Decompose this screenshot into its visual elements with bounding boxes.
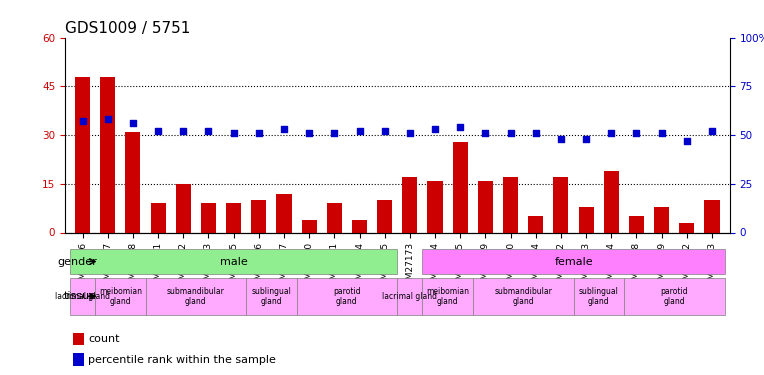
Point (580, 136, 592, 142)
Bar (100, 76, 115, 232)
Bar (73, 333, 83, 345)
Text: percentile rank within the sample: percentile rank within the sample (88, 354, 276, 364)
Bar (145, 278, 246, 315)
Bar (70, 249, 397, 274)
Bar (422, 249, 724, 274)
Text: lacrimal gland: lacrimal gland (382, 292, 437, 301)
Point (504, 130, 516, 136)
Point (102, 116, 114, 122)
Bar (277, 194, 292, 232)
Point (228, 130, 240, 136)
Point (329, 130, 341, 136)
Point (177, 128, 189, 134)
Bar (428, 180, 442, 232)
Bar (704, 200, 720, 232)
Point (403, 130, 416, 136)
Point (127, 120, 139, 126)
Bar (151, 203, 166, 232)
Text: tissue: tissue (64, 291, 97, 301)
Bar (125, 132, 141, 232)
Bar (503, 177, 518, 232)
Point (454, 124, 466, 130)
Bar (654, 207, 669, 232)
Bar (226, 203, 241, 232)
Bar (422, 278, 473, 315)
Point (630, 130, 643, 136)
Bar (201, 203, 216, 232)
Bar (403, 177, 417, 232)
Text: gender: gender (57, 256, 97, 267)
Point (202, 128, 215, 134)
Bar (70, 278, 96, 315)
Bar (452, 141, 468, 232)
Bar (302, 219, 317, 232)
Text: male: male (220, 256, 248, 267)
Bar (73, 353, 83, 366)
Text: parotid
gland: parotid gland (660, 286, 688, 306)
Bar (574, 278, 624, 315)
Bar (478, 180, 493, 232)
Point (253, 130, 265, 136)
Bar (75, 76, 90, 232)
Point (303, 130, 316, 136)
Point (706, 128, 718, 134)
Bar (629, 216, 644, 232)
Bar (528, 216, 543, 232)
Point (529, 130, 542, 136)
Text: submandibular
gland: submandibular gland (494, 286, 552, 306)
Text: lacrimal gland: lacrimal gland (55, 292, 110, 301)
Bar (578, 207, 594, 232)
Bar (604, 171, 619, 232)
Text: sublingual
gland: sublingual gland (251, 286, 291, 306)
Text: parotid
gland: parotid gland (333, 286, 361, 306)
Point (379, 128, 391, 134)
Point (555, 136, 567, 142)
Text: count: count (88, 334, 120, 344)
Bar (553, 177, 568, 232)
Point (278, 126, 290, 132)
Bar (473, 278, 574, 315)
Point (76, 118, 89, 124)
Point (479, 130, 491, 136)
Text: sublingual
gland: sublingual gland (579, 286, 619, 306)
Text: GDS1009 / 5751: GDS1009 / 5751 (65, 21, 190, 36)
Bar (624, 278, 724, 315)
Bar (176, 184, 191, 232)
Text: female: female (554, 256, 593, 267)
Bar (251, 200, 267, 232)
Bar (377, 200, 392, 232)
Point (429, 126, 441, 132)
Text: meibomian
gland: meibomian gland (426, 286, 469, 306)
Point (152, 128, 164, 134)
Bar (679, 223, 694, 232)
Bar (327, 203, 342, 232)
Point (354, 128, 366, 134)
Bar (246, 278, 296, 315)
Bar (296, 278, 397, 315)
Text: submandibular
gland: submandibular gland (167, 286, 225, 306)
Point (681, 138, 693, 144)
Text: meibomian
gland: meibomian gland (99, 286, 142, 306)
Point (605, 130, 617, 136)
Point (656, 130, 668, 136)
Bar (397, 278, 422, 315)
Bar (96, 278, 145, 315)
Bar (352, 219, 367, 232)
